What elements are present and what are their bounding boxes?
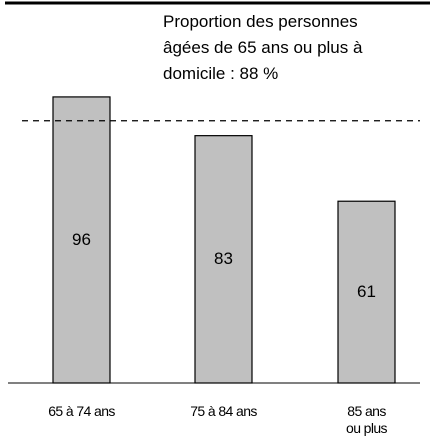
bar [194,135,253,384]
value-label: 83 [214,249,233,269]
x-tick-label: 75 à 84 ans [190,403,257,419]
annotation: Proportion des personnes âgées de 65 ans… [163,12,363,83]
x-tick-label: 65 à 74 ans [48,403,115,419]
value-label: 61 [357,282,376,302]
value-label: 96 [72,229,91,249]
x-tick-label: 85 ans ou plus [346,403,388,436]
